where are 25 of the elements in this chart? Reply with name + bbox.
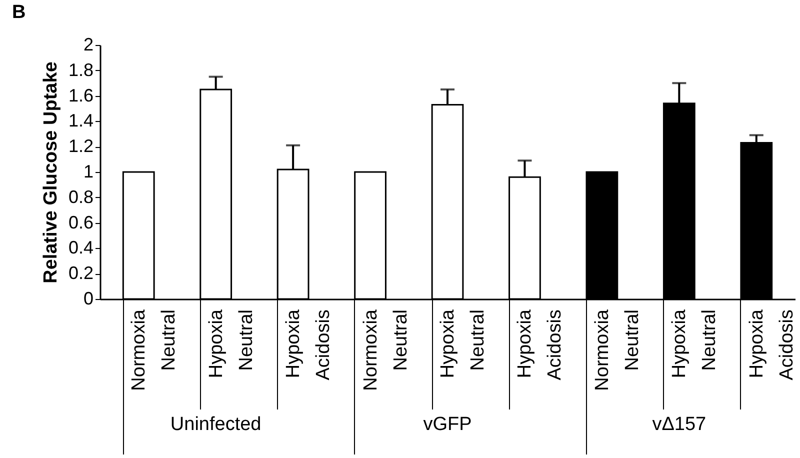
y-tick-label: 1.6 xyxy=(68,85,94,106)
x-tick-label: Hypoxia Acidosis xyxy=(514,309,566,380)
y-tick-label: 2 xyxy=(83,34,94,54)
text: vGFP xyxy=(423,414,472,436)
x-tick-label: Normoxia Neutral xyxy=(592,309,643,391)
y-tick-label: 0.8 xyxy=(68,186,94,207)
y-tick-label: 0.6 xyxy=(68,212,94,232)
text: B xyxy=(12,2,26,24)
x-tick-label: Hypoxia Neutral xyxy=(206,309,257,378)
x-tick-label: Normoxia Neutral xyxy=(128,309,180,391)
x-tick-label: Hypoxia Acidosis xyxy=(283,309,334,380)
y-tick-label: 1 xyxy=(83,162,94,182)
y-tick-label: 1.8 xyxy=(68,60,94,80)
x-tick-label: Hypoxia Neutral xyxy=(438,309,488,378)
x-tick-label: Hypoxia Acidosis xyxy=(746,309,798,380)
text: vΔ157 xyxy=(652,414,706,436)
y-tick-label: 0.4 xyxy=(68,238,94,258)
y-tick-label: 0.2 xyxy=(68,263,94,284)
y-tick-label: 1.4 xyxy=(68,110,94,131)
x-tick-label: Normoxia Neutral xyxy=(360,309,412,391)
y-axis-title: Relative Glucose Uptake xyxy=(40,62,62,284)
text: Uninfected xyxy=(170,414,262,436)
y-tick-label: 0 xyxy=(83,288,94,308)
y-tick-label: 1.2 xyxy=(68,136,94,156)
x-tick-label: Hypoxia Neutral xyxy=(669,309,720,378)
